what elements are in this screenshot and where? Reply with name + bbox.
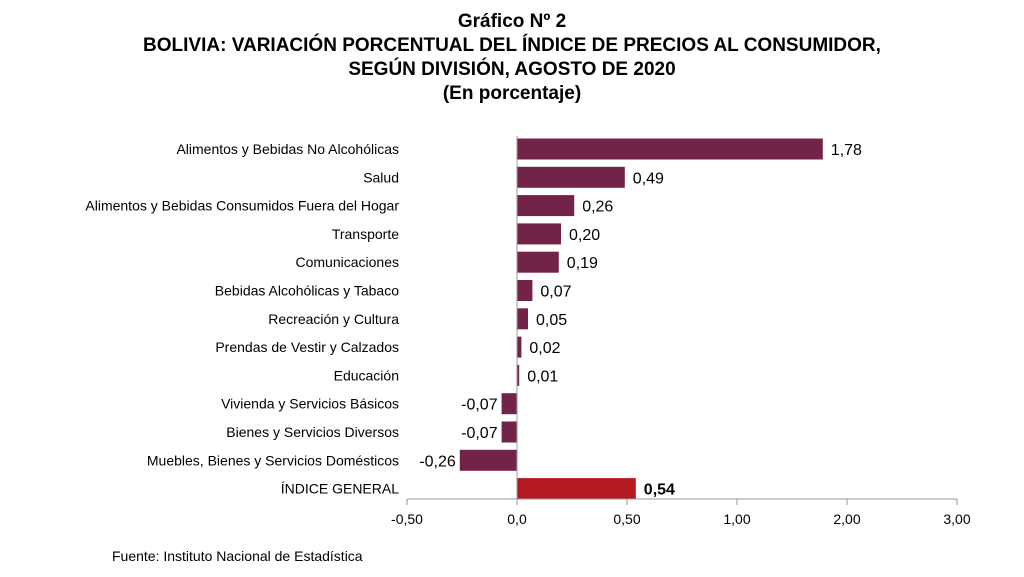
category-label-8: Educación — [334, 367, 399, 383]
x-tick-label-4: 2,00 — [833, 511, 860, 527]
chart-title-line-2: BOLIVIA: VARIACIÓN PORCENTUAL DEL ÍNDICE… — [143, 35, 881, 56]
chart-subtitle: (En porcentaje) — [442, 83, 582, 104]
category-label-1: Salud — [363, 169, 399, 185]
x-tick-label-5: 3,00 — [943, 511, 970, 527]
bar-9 — [501, 393, 517, 415]
x-tick-label-0: -0,50 — [391, 511, 423, 527]
chart-title-line-3: SEGÚN DIVISIÓN, AGOSTO DE 2020 — [348, 59, 676, 80]
value-label-5: 0,07 — [540, 284, 571, 301]
category-label-6: Recreación y Cultura — [268, 311, 399, 327]
value-label-1: 0,49 — [633, 170, 664, 187]
chart-title-block: Gráfico Nº 2 BOLIVIA: VARIACIÓN PORCENTU… — [0, 10, 1024, 106]
value-label-9: -0,07 — [461, 397, 498, 414]
value-label-4: 0,19 — [567, 255, 598, 272]
value-label-0: 1,78 — [831, 142, 862, 159]
x-tick-label-1: 0,0 — [507, 511, 527, 527]
bar-0 — [517, 138, 823, 160]
value-label-8: 0,01 — [527, 368, 558, 385]
category-label-2: Alimentos y Bebidas Consumidos Fuera del… — [85, 198, 399, 214]
value-label-11: -0,26 — [419, 453, 456, 470]
value-label-2: 0,26 — [582, 199, 613, 216]
bar-10 — [501, 421, 517, 443]
value-label-3: 0,20 — [569, 227, 600, 244]
category-label-9: Vivienda y Servicios Básicos — [221, 396, 399, 412]
value-label-6: 0,05 — [536, 312, 567, 329]
value-label-10: -0,07 — [461, 425, 498, 442]
bar-11 — [459, 449, 517, 471]
chart-title-line-1: Gráfico Nº 2 — [457, 11, 567, 32]
bar-1 — [517, 166, 625, 188]
category-label-5: Bebidas Alcohólicas y Tabaco — [215, 283, 399, 299]
category-label-3: Transporte — [332, 226, 399, 242]
value-label-7: 0,02 — [529, 340, 560, 357]
bar-8 — [517, 364, 520, 386]
category-label-7: Prendas de Vestir y Calzados — [215, 339, 399, 355]
bar-7 — [517, 336, 522, 358]
value-label-12: 0,54 — [644, 482, 675, 499]
x-tick-label-3: 1,00 — [723, 511, 750, 527]
category-label-12: ÍNDICE GENERAL — [281, 481, 399, 497]
x-tick-label-2: 0,50 — [613, 511, 640, 527]
category-label-0: Alimentos y Bebidas No Alcohólicas — [176, 141, 399, 157]
bar-5 — [517, 280, 533, 301]
bar-12 — [517, 478, 636, 500]
bar-2 — [517, 195, 575, 217]
bar-6 — [517, 308, 528, 330]
source-note: Fuente: Instituto Nacional de Estadístic… — [112, 548, 363, 564]
bar-4 — [517, 251, 559, 273]
category-label-11: Muebles, Bienes y Servicios Domésticos — [147, 452, 399, 468]
category-label-10: Bienes y Servicios Diversos — [226, 424, 399, 440]
bar-3 — [517, 223, 561, 245]
category-label-4: Comunicaciones — [296, 254, 400, 270]
